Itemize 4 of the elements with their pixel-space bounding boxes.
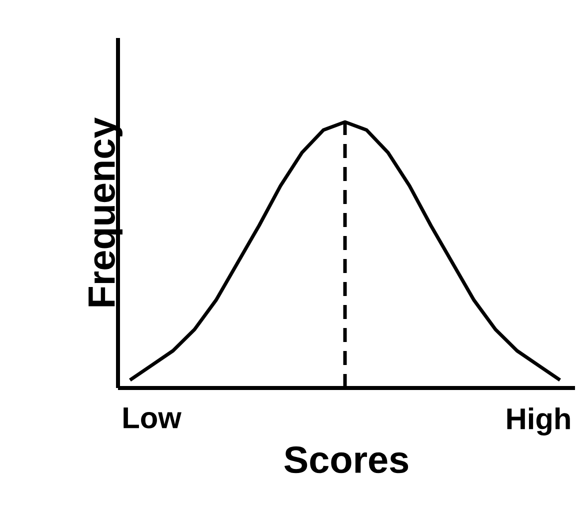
y-axis-title: Frequency [88, 117, 122, 306]
x-tick-label: Low [124, 408, 182, 428]
x-axis-title: Scores [284, 446, 408, 474]
x-tick-label: High [507, 408, 570, 436]
